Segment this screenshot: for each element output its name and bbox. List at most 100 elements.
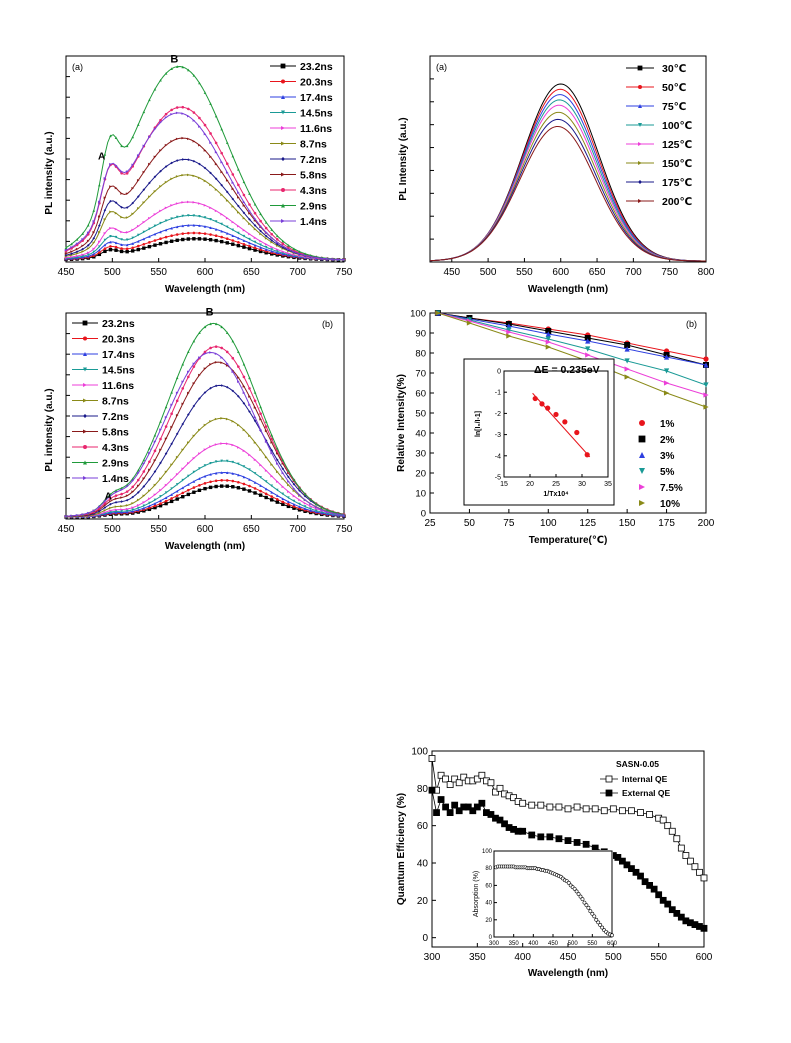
data-point <box>259 484 262 487</box>
quantum-efficiency-chart-svg: 300 350 400 450 500 550 600020406080100Wavelen… <box>396 747 713 980</box>
data-point <box>98 505 101 509</box>
x-tick-label: 750 <box>336 267 353 278</box>
series-line <box>429 88 707 262</box>
data-point <box>259 212 262 216</box>
legend-marker <box>281 126 285 130</box>
data-point <box>170 226 173 230</box>
legend-label: 11.6ns <box>300 123 332 135</box>
data-point <box>209 420 212 423</box>
data-point <box>242 391 246 395</box>
legend-label: 75℃ <box>662 101 686 113</box>
legend-label: 1.4ns <box>102 473 129 485</box>
data-point <box>253 390 257 394</box>
data-point <box>264 226 268 230</box>
data-point <box>131 163 135 167</box>
data-point <box>287 469 290 472</box>
data-point <box>142 242 146 246</box>
legend-label: 17.4ns <box>102 349 135 361</box>
data-point <box>98 215 101 218</box>
data-point <box>192 381 196 385</box>
y-tick-label: 60 <box>415 388 426 399</box>
inset-data-point <box>582 900 587 905</box>
data-point <box>259 239 262 243</box>
data-point <box>214 322 218 326</box>
x-tick-label: 750 <box>336 524 353 535</box>
data-point <box>220 170 223 174</box>
data-point <box>209 183 212 187</box>
data-point <box>198 356 201 359</box>
data-point <box>220 471 223 474</box>
data-point-internal <box>573 803 581 811</box>
data-point <box>309 499 312 502</box>
legend-marker <box>639 500 645 506</box>
series-line <box>437 312 707 408</box>
data-point <box>237 462 240 466</box>
data-point <box>81 244 84 248</box>
x-tick-label: 75 <box>503 518 515 529</box>
data-point <box>506 327 512 333</box>
data-point <box>231 187 235 191</box>
data-point <box>281 492 285 496</box>
data-point <box>131 246 135 250</box>
inset-x-tick-label: 30 <box>578 481 586 488</box>
data-point-internal <box>646 811 654 818</box>
data-point <box>159 209 162 213</box>
data-point <box>119 249 124 254</box>
inset-data-point <box>598 923 603 927</box>
data-point <box>192 470 196 474</box>
data-point <box>214 220 218 223</box>
data-point <box>75 250 79 253</box>
data-point <box>237 365 240 368</box>
data-point <box>198 331 201 334</box>
data-point <box>142 237 146 241</box>
data-point <box>120 492 123 496</box>
data-point <box>264 429 268 433</box>
data-point <box>309 509 312 512</box>
data-point <box>237 446 240 449</box>
data-point <box>86 239 90 243</box>
data-point <box>236 243 241 248</box>
data-point <box>309 255 312 259</box>
data-point <box>153 189 157 193</box>
data-point <box>225 471 229 474</box>
legend-label: 23.2ns <box>300 61 333 73</box>
data-point <box>298 505 301 509</box>
inset-x-tick-label: 450 <box>548 941 559 947</box>
data-point <box>242 216 246 220</box>
data-point <box>292 253 296 257</box>
data-point-external <box>655 891 663 899</box>
data-point <box>292 487 296 490</box>
data-point <box>231 485 235 489</box>
legend-label: 14.5ns <box>102 365 135 377</box>
series-group <box>429 83 707 262</box>
data-point <box>159 502 162 505</box>
data-point <box>259 405 262 409</box>
data-point <box>131 510 135 513</box>
data-point <box>259 463 262 467</box>
x-tick-label: 450 <box>58 524 75 535</box>
data-point <box>103 243 107 247</box>
data-point <box>181 237 185 242</box>
inset-data-point <box>586 905 591 910</box>
legend-label: 23.2ns <box>102 318 135 330</box>
data-point <box>208 485 213 490</box>
data-point <box>231 460 235 464</box>
data-point <box>70 250 73 253</box>
data-point-internal <box>451 775 459 783</box>
inset-data-point <box>600 925 605 930</box>
data-point <box>242 239 246 242</box>
data-point-external <box>614 854 622 861</box>
data-point <box>153 433 157 437</box>
data-point <box>142 485 146 488</box>
data-point <box>264 237 268 240</box>
data-point <box>153 87 157 91</box>
data-point <box>435 310 441 316</box>
x-tick-label: 550 <box>516 267 533 278</box>
data-point <box>225 199 229 202</box>
data-point <box>253 472 257 475</box>
data-point <box>258 493 263 497</box>
data-point <box>187 474 190 478</box>
data-point-external <box>646 881 654 889</box>
data-point <box>231 443 235 447</box>
data-point <box>309 502 312 506</box>
